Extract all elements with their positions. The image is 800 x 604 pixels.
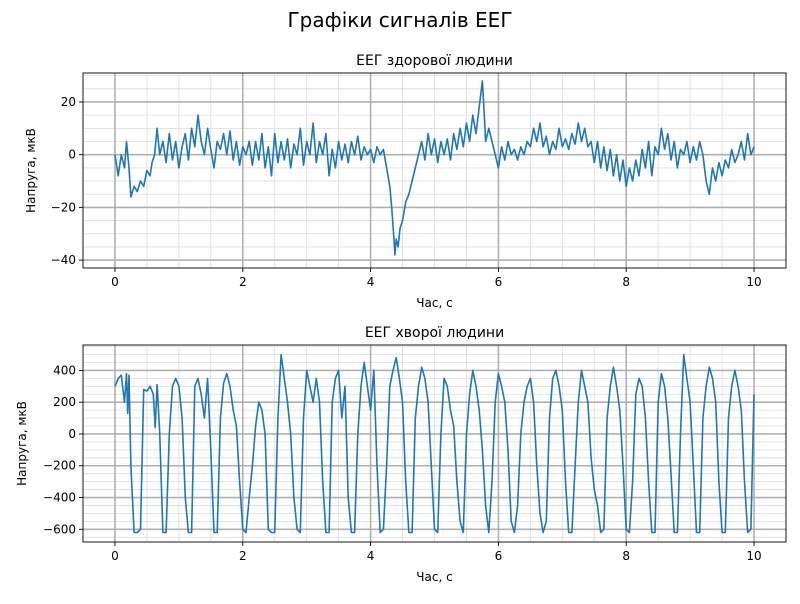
x-tick-label: 4 [367, 275, 375, 289]
x-tick-label: 8 [622, 549, 630, 563]
x-tick-label: 10 [746, 549, 761, 563]
x-tick-label: 10 [746, 275, 761, 289]
y-tick-label: −20 [51, 200, 76, 214]
x-tick-label: 8 [622, 275, 630, 289]
subplot-1: 0 2 4 6 8 10 −40 −20 0 20 ЕЕГ здорової людини Час, … [24, 53, 787, 310]
y-axis-label: Напруга, мкВ [24, 128, 38, 213]
y-tick-label: 200 [53, 395, 76, 409]
x-tick-label: 2 [239, 549, 247, 563]
y-tick-label: −40 [51, 253, 76, 267]
series-line-1 [114, 353, 755, 534]
x-tick-label: 6 [495, 549, 503, 563]
y-axis-label: Напруга, мкВ [15, 401, 29, 486]
figure-title: Графіки сигналів ЕЕГ [287, 8, 513, 32]
subplot-title: ЕЕГ хворої людини [365, 325, 504, 341]
y-tick-label: −200 [43, 459, 76, 473]
x-tick-label: 6 [495, 275, 503, 289]
x-tick-label: 4 [367, 549, 375, 563]
x-tick-label: 2 [239, 275, 247, 289]
y-tick-label: 0 [68, 148, 76, 162]
subplot-2: 0 2 4 6 8 10 −600 −400 −200 0 200 400 ЕЕГ хворої люд… [15, 325, 787, 584]
axes-frame [82, 344, 787, 543]
x-axis-label: Час, с [416, 570, 452, 584]
x-axis-label: Час, с [416, 296, 452, 310]
y-tick-label: 20 [61, 95, 76, 109]
y-tick-label: −600 [43, 522, 76, 536]
y-tick-label: 0 [68, 427, 76, 441]
x-tick-label: 0 [111, 275, 119, 289]
y-tick-label: 400 [53, 363, 76, 377]
y-tick-label: −400 [43, 491, 76, 505]
series-line-1 [114, 80, 755, 256]
subplot-title: ЕЕГ здорової людини [356, 53, 513, 69]
axes-frame [82, 72, 787, 269]
x-tick-label: 0 [111, 549, 119, 563]
